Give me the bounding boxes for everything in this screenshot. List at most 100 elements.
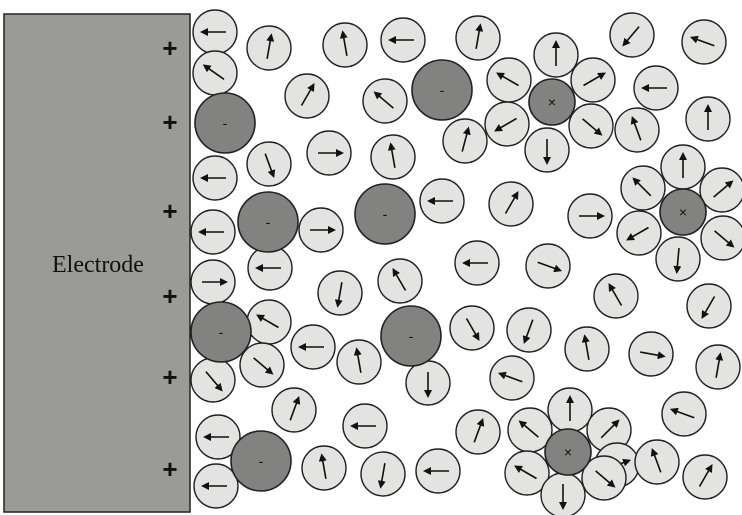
dipole-arrow-icon	[300, 83, 315, 106]
solvent-molecule	[634, 439, 680, 485]
solvent-molecule	[419, 178, 465, 224]
dipole-arrow-icon	[582, 118, 603, 136]
solvent-molecule	[695, 344, 741, 390]
solvent-molecule	[246, 299, 292, 345]
solvent-molecule	[616, 210, 662, 256]
dipole-arrow-icon	[689, 35, 715, 47]
dipole-arrow-icon	[600, 419, 620, 439]
dipole-arrow-icon	[595, 470, 616, 488]
solvent-molecule	[486, 57, 532, 103]
solvent-molecule	[655, 236, 701, 282]
anion-circle	[230, 430, 292, 492]
surface-charge-plus: +	[162, 33, 177, 63]
dipole-arrow-icon	[650, 447, 662, 473]
solvent-molecule	[489, 355, 535, 401]
solvent-molecule	[525, 243, 571, 289]
solvent-molecule	[567, 193, 613, 239]
surface-charge-plus: +	[162, 107, 177, 137]
solvent-molecule	[246, 25, 292, 71]
solvent-molecule	[290, 324, 336, 370]
anion-sign: -	[383, 206, 388, 222]
cation-circle	[659, 188, 707, 236]
dipole-arrow-icon	[465, 318, 480, 341]
cation-circle	[544, 428, 592, 476]
surface-charge-plus: +	[162, 362, 177, 392]
ions: - - - - - - - × × ×	[190, 59, 707, 492]
solvent-molecule	[306, 130, 352, 176]
solvent-molecule	[609, 12, 655, 58]
dipole-arrow-icon	[583, 72, 606, 87]
anion: -	[230, 430, 292, 492]
solvent-molecule	[564, 326, 610, 372]
solvent-molecule	[190, 209, 236, 255]
solvent-molecule	[455, 409, 501, 455]
solvent-molecule	[336, 339, 382, 385]
solvent-molecule	[190, 259, 236, 305]
dipole-arrow-icon	[387, 142, 396, 168]
solvent-molecule	[449, 305, 495, 351]
anion-sign: -	[259, 453, 264, 469]
dipole-arrow-icon	[373, 91, 394, 109]
solvent-molecule	[190, 357, 236, 403]
anion: -	[354, 183, 416, 245]
solvent-molecule	[681, 19, 727, 65]
dipole-arrow-icon	[715, 352, 724, 378]
solvent-molecule	[682, 454, 728, 500]
anion-sign: -	[440, 82, 445, 98]
cation: ×	[544, 428, 592, 476]
solvent-molecule	[620, 165, 666, 211]
dipole-arrow-icon	[630, 115, 642, 141]
surface-charges: + + + + + +	[162, 33, 177, 484]
solvent-molecule	[633, 65, 679, 111]
solvent-molecule	[660, 144, 706, 190]
solvent-molecule	[322, 22, 368, 68]
electrode-block	[3, 13, 191, 513]
solvent-molecule	[570, 57, 616, 103]
solvent-molecule	[317, 270, 363, 316]
anion-circle	[190, 301, 252, 363]
dipole-arrow-icon	[256, 314, 279, 329]
solvent-molecule	[614, 107, 660, 153]
dipole-arrow-icon	[518, 420, 539, 438]
solvent-molecule	[488, 181, 534, 227]
anion: -	[194, 92, 256, 154]
dipole-arrow-icon	[353, 347, 362, 373]
solvent-molecule	[442, 118, 488, 164]
cation-circle	[528, 78, 576, 126]
solvent-molecule	[661, 391, 707, 437]
anion-circle	[411, 59, 473, 121]
dipole-arrow-icon	[608, 283, 623, 306]
dipole-arrow-icon	[673, 247, 682, 274]
dipole-arrow-icon	[334, 282, 343, 308]
dipole-arrow-icon	[266, 33, 275, 59]
dipole-arrow-icon	[461, 126, 471, 152]
cation-sign: ×	[564, 444, 572, 460]
cation-sign: ×	[679, 204, 687, 220]
solvent-molecule	[192, 155, 238, 201]
dipole-arrow-icon	[475, 23, 484, 49]
dipole-arrow-icon	[264, 153, 276, 179]
dipole-arrow-icon	[339, 30, 348, 56]
anion: -	[411, 59, 473, 121]
solvent-molecule	[370, 134, 416, 180]
solvent-molecule	[568, 103, 614, 149]
dipole-arrow-icon	[701, 296, 716, 319]
dipole-arrow-icon	[640, 351, 666, 360]
solvent-molecule	[533, 32, 579, 78]
solvent-molecule	[699, 167, 742, 213]
solvent-molecule	[380, 17, 426, 63]
solvent-molecule	[415, 448, 461, 494]
surface-charge-plus: +	[162, 196, 177, 226]
dipole-arrow-icon	[473, 417, 485, 443]
solvent-molecule	[685, 96, 731, 142]
dipole-arrow-icon	[514, 465, 537, 480]
solvent-molecule	[192, 9, 238, 55]
solvent-molecule	[192, 50, 238, 96]
solvent-molecule	[455, 15, 501, 61]
cation-sign: ×	[548, 94, 556, 110]
dipole-arrow-icon	[504, 191, 519, 214]
anion-circle	[380, 305, 442, 367]
dipole-arrow-icon	[202, 64, 225, 80]
solvent-molecule	[628, 331, 674, 377]
solvent-molecule	[506, 307, 552, 353]
